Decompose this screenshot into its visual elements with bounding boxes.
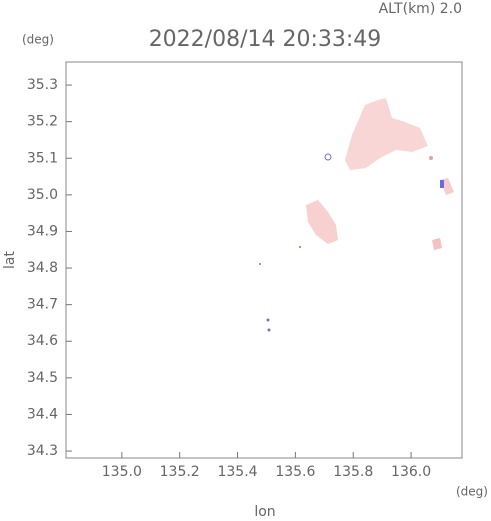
y-axis-label: lat <box>2 251 18 269</box>
y-tick-label: 34.4 <box>27 406 58 422</box>
x-tick-label: 136.0 <box>391 464 431 480</box>
y-tick-label: 35.1 <box>27 150 58 166</box>
y-tick-label: 34.9 <box>27 223 58 239</box>
y-tick-label: 34.3 <box>27 443 58 459</box>
y-unit: (deg) <box>22 33 54 47</box>
y-tick-label: 34.8 <box>27 260 58 276</box>
y-tick-label: 35.0 <box>27 187 58 203</box>
chart-title: 2022/08/14 20:33:49 <box>149 27 382 52</box>
echo <box>266 318 270 322</box>
plot-frame <box>65 61 463 459</box>
x-tick-label: 135.0 <box>102 464 142 480</box>
chart-subtitle: ALT(km) 2.0 <box>379 1 462 17</box>
x-axis-label: lon <box>254 504 275 520</box>
echo <box>429 156 433 160</box>
echo <box>440 180 444 188</box>
echo <box>324 153 332 161</box>
y-tick-label: 34.5 <box>27 370 58 386</box>
y-tick-label: 35.2 <box>27 114 58 130</box>
echo-areas <box>259 98 454 332</box>
x-tick-label: 135.6 <box>275 464 315 480</box>
x-tick-label: 135.4 <box>217 464 257 480</box>
x-unit: (deg) <box>456 485 488 499</box>
echo <box>432 238 442 250</box>
echo <box>267 328 271 332</box>
echo <box>259 263 261 265</box>
x-tick-label: 135.8 <box>333 464 373 480</box>
y-tick-label: 34.7 <box>27 297 58 313</box>
x-tick-label: 135.2 <box>160 464 200 480</box>
y-tick-label: 35.3 <box>27 77 58 93</box>
echo <box>345 98 428 170</box>
echo <box>299 246 301 248</box>
y-tick-label: 34.6 <box>27 333 58 349</box>
echo <box>306 200 338 244</box>
